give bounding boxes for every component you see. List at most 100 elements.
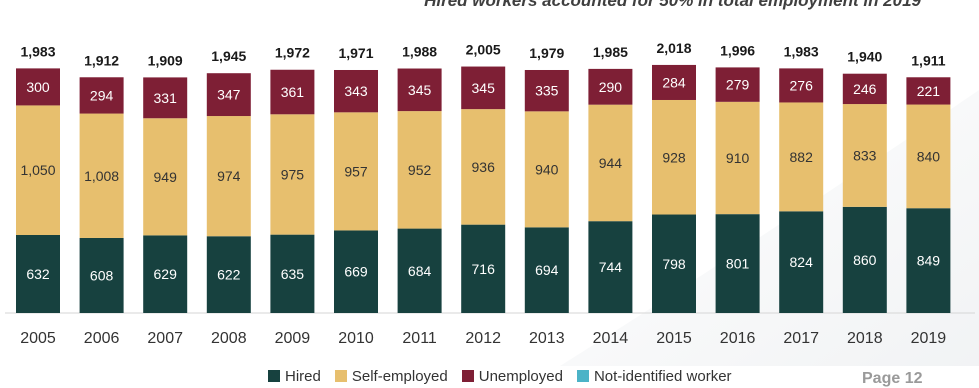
total-label: 1,988: [402, 44, 437, 60]
x-tick-label: 2017: [783, 330, 819, 347]
bar-self-employed: [270, 114, 315, 235]
chart-subtitle: Hired workers accounted for 50% in total…: [424, 0, 921, 10]
data-label-self-employed: 940: [535, 161, 559, 177]
bar-hired: [715, 214, 760, 313]
page-number-label: Page 12: [862, 370, 923, 387]
total-label: 1,983: [20, 43, 55, 59]
data-label-hired: 608: [90, 267, 114, 283]
bar-hired: [334, 230, 378, 313]
bar-self-employed: [334, 112, 378, 231]
bar-hired: [906, 208, 951, 313]
data-label-hired: 694: [535, 262, 559, 278]
x-tick-label: 2007: [147, 330, 183, 347]
x-tick-label: 2013: [529, 330, 565, 347]
data-label-unemployed: 276: [790, 77, 814, 93]
bar-unemployed: [206, 73, 251, 117]
total-label: 1,972: [275, 45, 310, 61]
x-tick-label: 2010: [338, 330, 374, 347]
x-tick-label: 2014: [593, 330, 629, 347]
bar-self-employed: [588, 104, 633, 222]
bar-unemployed: [588, 68, 633, 105]
legend-item-unemployed: Unemployed: [461, 367, 563, 385]
total-label: 1,971: [338, 45, 373, 61]
bar-self-employed: [79, 113, 124, 238]
bar-hired: [588, 221, 633, 313]
data-label-hired: 632: [26, 266, 50, 282]
data-label-self-employed: 975: [281, 166, 305, 182]
data-label-hired: 798: [662, 256, 686, 272]
data-label-unemployed: 345: [472, 80, 496, 96]
bar-hired: [397, 228, 442, 313]
chart-legend: Hired Self-employed Unemployed Not-ident…: [268, 366, 732, 386]
bar-self-employed: [461, 109, 506, 225]
bar-unemployed: [16, 68, 60, 106]
legend-swatch-not-identified: [576, 370, 589, 382]
bar-self-employed: [652, 99, 696, 215]
legend-label-unemployed: Unemployed: [478, 367, 563, 385]
data-label-unemployed: 294: [90, 87, 114, 103]
data-label-hired: 744: [599, 259, 623, 275]
data-label-self-employed: 944: [599, 155, 623, 171]
total-label: 1,912: [84, 52, 119, 68]
x-tick-label: 2005: [20, 330, 56, 347]
x-tick-label: 2016: [720, 330, 756, 347]
data-label-self-employed: 910: [726, 150, 750, 166]
data-label-self-employed: 882: [790, 149, 814, 165]
bar-self-employed: [16, 105, 60, 236]
bar-self-employed: [715, 101, 760, 215]
total-label: 1,940: [847, 49, 882, 65]
data-label-unemployed: 343: [344, 83, 368, 99]
bar-hired: [652, 214, 696, 313]
bar-self-employed: [906, 104, 951, 209]
legend-item-self-employed: Self-employed: [334, 367, 448, 385]
data-label-hired: 684: [408, 263, 432, 279]
data-label-self-employed: 936: [472, 159, 496, 175]
bar-unemployed: [461, 66, 506, 110]
total-label: 1,909: [148, 52, 183, 68]
bar-unemployed: [143, 77, 188, 119]
data-label-hired: 801: [726, 256, 750, 272]
bar-hired: [143, 235, 188, 313]
legend-item-hired: Hired: [268, 368, 321, 385]
legend-swatch-hired: [268, 370, 280, 382]
total-label: 2,018: [656, 40, 691, 56]
data-label-unemployed: 221: [917, 83, 941, 99]
data-label-unemployed: 300: [26, 79, 50, 95]
bar-hired: [16, 235, 60, 313]
bar-unemployed: [842, 73, 887, 105]
data-label-hired: 635: [281, 266, 305, 282]
data-label-hired: 824: [790, 254, 814, 270]
data-label-unemployed: 335: [535, 83, 559, 99]
data-label-self-employed: 833: [853, 147, 877, 163]
data-label-unemployed: 284: [662, 74, 686, 90]
x-tick-label: 2012: [465, 330, 501, 347]
legend-label-self-employed: Self-employed: [351, 367, 448, 385]
bar-self-employed: [842, 104, 887, 207]
total-label: 1,996: [720, 42, 755, 58]
data-label-hired: 860: [853, 252, 877, 268]
bar-self-employed: [206, 116, 251, 237]
total-label: 2,005: [466, 42, 501, 58]
bar-unemployed: [524, 69, 569, 112]
bar-hired: [524, 227, 569, 313]
x-tick-label: 2008: [211, 330, 247, 347]
legend-label-not-identified: Not-identified worker: [593, 367, 732, 385]
data-label-unemployed: 347: [217, 87, 241, 103]
bar-hired: [461, 224, 506, 313]
x-tick-label: 2019: [911, 330, 947, 347]
bar-hired: [842, 206, 887, 313]
data-label-unemployed: 331: [154, 90, 178, 106]
bar-self-employed: [143, 118, 188, 236]
legend-label-hired: Hired: [285, 367, 321, 385]
data-label-hired: 849: [917, 253, 941, 269]
bar-unemployed: [906, 77, 951, 105]
total-label: 1,985: [593, 44, 628, 60]
bar-unemployed: [779, 68, 824, 103]
total-label: 1,983: [784, 43, 819, 59]
data-label-unemployed: 290: [599, 79, 623, 95]
bar-unemployed: [270, 69, 315, 115]
data-label-unemployed: 361: [281, 84, 305, 100]
bar-hired: [270, 234, 315, 313]
data-label-hired: 716: [472, 261, 496, 277]
stacked-bar-chart: 632 1,050 300 1,983 2005 608 1,008 294 1,912 2006…: [5, 40, 979, 366]
